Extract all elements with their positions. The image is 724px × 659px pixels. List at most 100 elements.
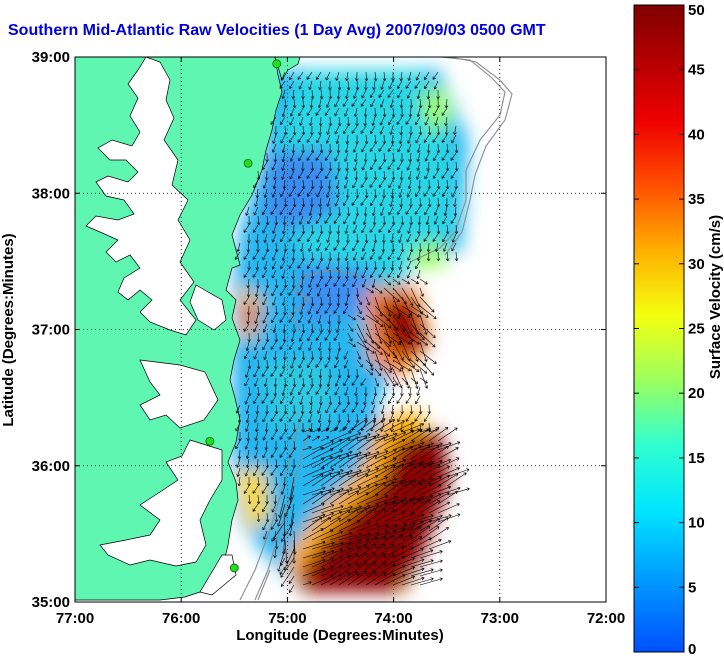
velocity-arrow (401, 445, 422, 460)
velocity-arrow (327, 179, 332, 190)
velocity-arrow (273, 377, 278, 388)
velocity-arrow (265, 152, 269, 163)
velocity-arrow (274, 512, 279, 523)
velocity-arrow (441, 152, 448, 161)
velocity-arrow (311, 566, 334, 577)
velocity-arrow (407, 224, 412, 234)
velocity-arrow (383, 523, 407, 532)
velocity-arrow (383, 278, 391, 286)
velocity-arrow (418, 404, 423, 415)
velocity-arrow (354, 71, 359, 82)
velocity-arrow (372, 80, 376, 91)
velocity-arrow (263, 377, 268, 388)
velocity-arrow (424, 116, 430, 126)
velocity-arrow (324, 152, 331, 161)
velocity-arrow (329, 437, 351, 451)
velocity-arrow (307, 359, 313, 368)
velocity-arrow (277, 548, 286, 572)
velocity-arrow (344, 386, 349, 396)
velocity-arrow (398, 233, 403, 243)
velocity-arrow (391, 215, 396, 226)
velocity-arrow (301, 197, 306, 208)
velocity-arrow (360, 197, 367, 206)
colorbar-tick-label: 10 (688, 515, 705, 532)
velocity-arrow (419, 464, 441, 478)
velocity-arrow (325, 134, 331, 144)
velocity-arrow (410, 332, 428, 346)
velocity-arrow (263, 530, 268, 540)
velocity-arrow (397, 413, 403, 423)
velocity-arrow (253, 323, 259, 333)
velocity-arrow (405, 206, 412, 215)
velocity-arrow (265, 386, 269, 397)
velocity-arrow (235, 440, 241, 450)
velocity-arrow (347, 418, 368, 433)
velocity-arrow (344, 152, 349, 162)
velocity-arrow (326, 287, 331, 297)
velocity-arrow (345, 260, 350, 271)
velocity-arrow (365, 544, 386, 559)
velocity-arrow (262, 269, 268, 279)
velocity-arrow (311, 512, 334, 523)
velocity-arrow (392, 557, 415, 568)
stations (205, 59, 282, 573)
velocity-arrow (436, 98, 441, 109)
velocity-arrow (329, 427, 339, 433)
velocity-arrow (392, 522, 416, 532)
velocity-arrow (378, 89, 385, 98)
velocity-arrow (261, 368, 268, 377)
velocity-arrow (361, 161, 367, 171)
velocity-arrow (410, 577, 434, 586)
velocity-arrow (271, 233, 277, 243)
velocity-arrow (382, 386, 387, 397)
velocity-arrow (374, 314, 392, 329)
velocity-arrow (302, 435, 311, 442)
velocity-arrow (387, 143, 394, 152)
velocity-arrow (291, 305, 295, 316)
velocity-arrow (279, 368, 286, 377)
velocity-arrow (437, 467, 460, 478)
velocity-arrow (292, 350, 297, 361)
velocity-arrow (328, 80, 332, 91)
velocity-arrow (445, 143, 450, 154)
velocity-arrow (338, 571, 359, 586)
velocity-arrow (307, 233, 313, 243)
velocity-arrow (450, 152, 457, 161)
velocity-arrow (356, 418, 377, 433)
velocity-arrow (410, 323, 425, 341)
velocity-arrow (279, 431, 286, 440)
velocity-arrow (270, 413, 277, 422)
velocity-arrow (280, 188, 286, 198)
velocity-arrow (336, 89, 341, 100)
velocity-arrow (253, 368, 259, 378)
velocity-arrow (347, 473, 369, 487)
velocity-arrow (271, 485, 277, 495)
velocity-arrow (302, 502, 325, 514)
velocity-arrow (336, 188, 340, 199)
velocity-arrow (406, 233, 412, 243)
velocity-arrow (427, 125, 432, 136)
velocity-arrow (253, 395, 259, 405)
velocity-arrow (236, 458, 241, 468)
velocity-arrow (428, 474, 451, 487)
velocity-arrow (255, 458, 260, 469)
velocity-arrow (318, 206, 323, 217)
velocity-arrow (408, 152, 413, 163)
velocity-arrow (270, 521, 277, 530)
velocity-arrow (282, 359, 286, 370)
velocity-arrow (272, 323, 277, 333)
velocity-arrow (382, 152, 387, 163)
velocity-arrow (280, 557, 286, 566)
y-tick-label: 36:00 (32, 458, 70, 475)
velocity-arrow (401, 536, 423, 550)
velocity-arrow (309, 404, 313, 415)
velocity-arrow (261, 467, 268, 476)
velocity-arrow (365, 530, 389, 541)
velocity-arrow (243, 251, 250, 260)
velocity-arrow (374, 495, 398, 505)
velocity-arrow (364, 170, 368, 181)
velocity-arrow (346, 206, 351, 217)
velocity-arrow (388, 224, 394, 233)
velocity-arrow (361, 278, 367, 288)
velocity-arrow (318, 125, 322, 136)
